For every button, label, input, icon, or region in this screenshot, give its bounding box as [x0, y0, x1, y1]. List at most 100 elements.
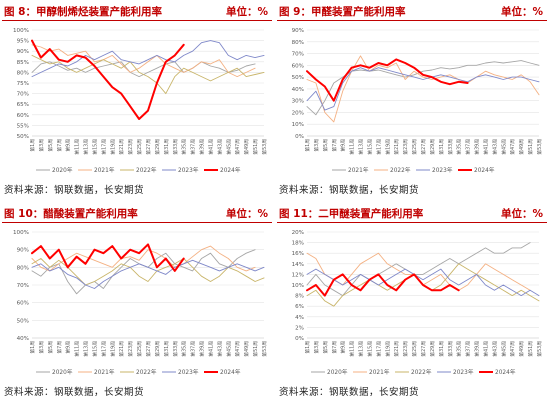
y-tick-label: 100% — [13, 28, 29, 34]
series-line — [306, 268, 540, 297]
x-tick-label: 第45周 — [500, 341, 507, 357]
x-tick-label: 第9周 — [340, 139, 347, 152]
y-tick-label: 10% — [292, 283, 304, 289]
series-line — [306, 242, 531, 297]
x-tick-label: 第1周 — [304, 341, 311, 354]
x-tick-label: 第3周 — [313, 139, 320, 152]
x-tick-label: 第53周 — [261, 341, 268, 357]
series-line — [31, 245, 256, 272]
x-tick-label: 第21周 — [118, 341, 125, 357]
x-tick-label: 第5周 — [47, 341, 54, 354]
x-tick-label: 第35周 — [181, 341, 188, 357]
x-tick-label: 第13周 — [83, 139, 90, 155]
y-tick-label: 6% — [295, 304, 304, 310]
x-tick-label: 第11周 — [74, 341, 81, 357]
x-tick-label: 第23周 — [402, 139, 409, 155]
x-tick-label: 第7周 — [56, 139, 63, 152]
x-tick-label: 第35周 — [181, 139, 188, 155]
series-line — [306, 60, 540, 116]
x-tick-label: 第45周 — [500, 139, 507, 155]
legend-label: 2021年 — [94, 166, 115, 174]
legend-label: 2024年 — [474, 166, 495, 174]
x-tick-label: 第13周 — [358, 139, 365, 155]
y-tick-label: 10% — [292, 122, 304, 128]
x-tick-label: 第37周 — [465, 341, 472, 357]
chart-source: 资料来源：钢联数据，长安期货 — [4, 185, 145, 196]
x-tick-label: 第47周 — [509, 139, 516, 155]
y-tick-label: 85% — [17, 60, 29, 66]
legend-label: 2022年 — [136, 166, 157, 174]
legend-label: 2020年 — [52, 166, 73, 174]
legend-label: 2020年 — [327, 368, 348, 376]
x-tick-label: 第45周 — [225, 341, 232, 357]
y-tick-label: 60% — [292, 63, 304, 69]
x-tick-label: 第53周 — [536, 341, 543, 357]
x-tick-label: 第23周 — [127, 341, 134, 357]
x-tick-label: 第37周 — [465, 139, 472, 155]
legend-label: 2024年 — [220, 368, 241, 376]
legend-label: 2023年 — [453, 368, 474, 376]
x-tick-label: 第15周 — [91, 139, 98, 155]
x-tick-label: 第15周 — [366, 139, 373, 155]
y-tick-label: 2% — [295, 325, 304, 331]
x-tick-label: 第47周 — [234, 139, 241, 155]
chart-title: 图 8：甲醇制烯烃装置产能利用率 — [4, 6, 162, 18]
x-tick-label: 第7周 — [331, 341, 338, 354]
chart-header: 图 11：二甲醚装置产能利用率 单位：% — [277, 204, 547, 223]
x-tick-label: 第33周 — [447, 139, 454, 155]
x-tick-label: 第23周 — [402, 341, 409, 357]
x-tick-label: 第21周 — [393, 341, 400, 357]
line-chart: 0% 10% 20% 30% 40% 50% 60% 70% 80% 90% 第1周 第3周 第5周 第7… — [292, 28, 543, 174]
x-tick-label: 第49周 — [518, 341, 525, 357]
x-tick-label: 第49周 — [243, 139, 250, 155]
y-tick-label: 80% — [17, 70, 29, 76]
x-tick-label: 第9周 — [65, 139, 72, 152]
x-tick-label: 第13周 — [358, 341, 365, 357]
y-tick-label: 0% — [295, 336, 304, 342]
y-tick-label: 100% — [13, 230, 29, 236]
chart-panel-acetic-acid: 图 10：醋酸装置产能利用率 单位：% 40% 50% 60% 70% 80% 90% 10… — [2, 202, 272, 398]
legend-label: 2023年 — [178, 368, 199, 376]
line-chart: 40% 50% 60% 70% 80% 90% 100% 第1周 第3周 第5周 第7周 第9周 第11… — [13, 230, 268, 376]
x-tick-label: 第17周 — [100, 139, 107, 155]
y-tick-label: 40% — [292, 87, 304, 93]
x-tick-label: 第9周 — [65, 341, 72, 354]
x-tick-label: 第29周 — [154, 341, 161, 357]
chart-header: 图 10：醋酸装置产能利用率 单位：% — [2, 204, 272, 223]
y-tick-label: 60% — [17, 113, 29, 119]
x-tick-label: 第31周 — [163, 341, 170, 357]
x-tick-label: 第37周 — [190, 139, 197, 155]
x-tick-label: 第51周 — [527, 139, 534, 155]
x-tick-label: 第27周 — [420, 341, 427, 357]
x-tick-label: 第27周 — [145, 139, 152, 155]
x-tick-label: 第45周 — [225, 139, 232, 155]
x-tick-label: 第1周 — [29, 139, 36, 152]
x-tick-label: 第25周 — [136, 139, 143, 155]
x-tick-label: 第51周 — [252, 139, 259, 155]
x-tick-label: 第29周 — [429, 341, 436, 357]
y-tick-label: 80% — [292, 40, 304, 46]
x-tick-label: 第41周 — [482, 341, 489, 357]
x-tick-label: 第17周 — [375, 341, 382, 357]
series-line — [31, 249, 256, 295]
chart-panel-formaldehyde: 图 9：甲醛装置产能利用率 单位：% 0% 10% 20% 30% 40% 50% 60% 7… — [277, 0, 547, 196]
x-tick-label: 第21周 — [393, 139, 400, 155]
series-line — [306, 67, 540, 111]
legend-label: 2024年 — [220, 166, 241, 174]
chart-title: 图 9：甲醛装置产能利用率 — [279, 6, 406, 18]
x-tick-label: 第41周 — [207, 341, 214, 357]
y-tick-label: 65% — [17, 102, 29, 108]
x-tick-label: 第47周 — [234, 341, 241, 357]
x-tick-label: 第19周 — [109, 341, 116, 357]
x-tick-label: 第7周 — [56, 341, 63, 354]
x-tick-label: 第51周 — [527, 341, 534, 357]
series-line — [306, 58, 469, 102]
y-tick-label: 16% — [292, 251, 304, 257]
chart-unit: 单位：% — [225, 208, 268, 220]
legend-label: 2022年 — [390, 166, 411, 174]
x-tick-label: 第31周 — [163, 139, 170, 155]
series-line — [31, 243, 185, 272]
series-line — [31, 39, 185, 120]
x-tick-label: 第43周 — [491, 139, 498, 155]
legend-label: 2021年 — [348, 166, 369, 174]
